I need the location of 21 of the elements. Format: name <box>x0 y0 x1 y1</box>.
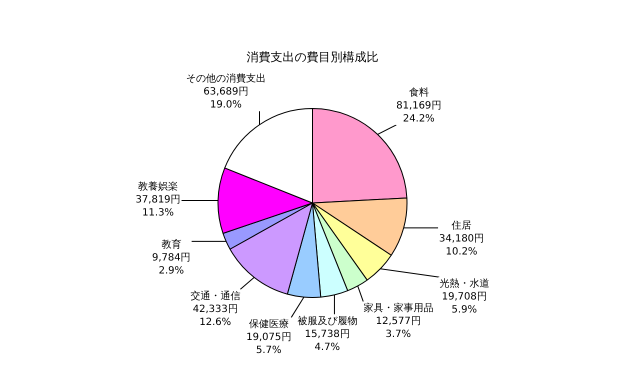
data-label: 15,738円 4.7% <box>304 328 350 353</box>
slice-label: 教育 <box>161 238 182 251</box>
slice-label: 交通・通信 <box>190 290 240 302</box>
slice-label: 住居 <box>452 220 472 232</box>
data-label: 63,689円 19.0% <box>203 86 248 111</box>
slice-label: その他の消費支出 <box>186 72 266 85</box>
slice-label: 光熱・水道 <box>439 278 490 290</box>
data-label: 81,169円 24.2% <box>396 100 442 124</box>
slice-label: 被服及び履物 <box>297 314 358 327</box>
data-label: 9,784円 2.9% <box>152 252 191 277</box>
slice-label: 家具・家事用品 <box>363 302 434 314</box>
slice-label: 保健医療 <box>248 318 289 330</box>
slice-label: 教養娯楽 <box>138 180 178 193</box>
data-label: 12,577円 3.7% <box>376 316 421 340</box>
slice-label: 食料 <box>408 86 429 98</box>
data-label: 19,708円 5.9% <box>442 292 487 316</box>
chart-title: 消費支出の費目別構成比 <box>246 50 378 64</box>
data-label: 42,333円 12.6% <box>192 304 238 328</box>
data-label: 34,180円 10.2% <box>439 233 484 258</box>
data-label: 37,819円 11.3% <box>136 194 181 219</box>
data-label: 19,075円 5.7% <box>246 332 292 356</box>
